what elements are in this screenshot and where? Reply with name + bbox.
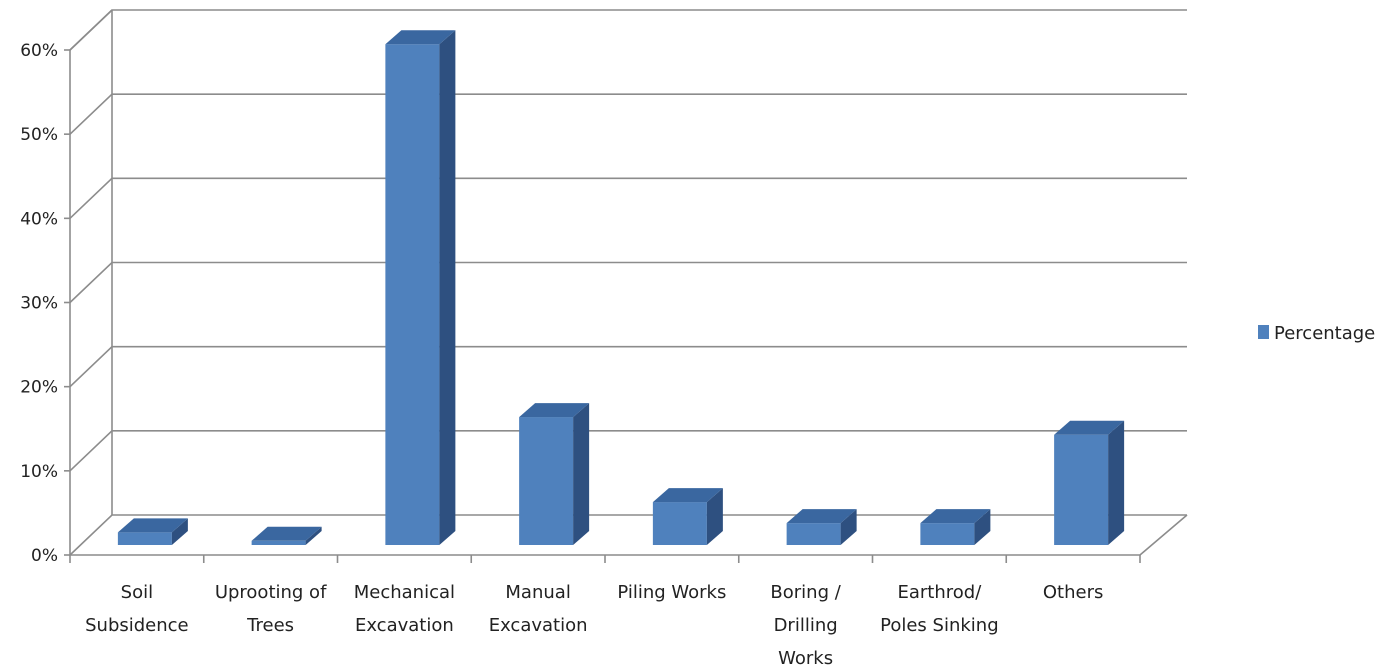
bar [519, 403, 590, 545]
bar-top [519, 403, 590, 418]
bar [117, 518, 188, 545]
floor-edge [70, 514, 1188, 556]
x-tick-label: Piling Works [617, 582, 726, 603]
bar-top [385, 30, 456, 45]
x-tick-label: Uprooting of Trees [215, 582, 327, 636]
legend: Percentage [1258, 323, 1375, 344]
x-tick-label: Soil Subsidence [85, 582, 189, 636]
gridline [69, 177, 1187, 219]
gridline [69, 514, 1187, 556]
gridline [69, 93, 1187, 135]
bar-top [117, 518, 188, 533]
bar-front [385, 44, 440, 545]
bar-top [652, 488, 723, 503]
bar-top [786, 509, 857, 524]
bar-front [117, 532, 172, 545]
bar-front [786, 523, 841, 545]
bar-front [920, 523, 975, 545]
bar-side [573, 403, 590, 545]
gridline [69, 9, 1187, 51]
bar [786, 509, 857, 545]
bar-side [840, 509, 857, 545]
bar-side [171, 518, 188, 545]
bar-front [1054, 434, 1109, 545]
gridline [69, 345, 1187, 388]
bars [117, 30, 1125, 546]
bar [251, 526, 322, 545]
bar [652, 488, 723, 545]
gridline [69, 261, 1187, 304]
bar-front [652, 502, 707, 545]
bar-top [920, 509, 991, 524]
gridline [69, 430, 1187, 472]
bar-side [305, 526, 322, 545]
chart-grid [69, 9, 1188, 556]
y-tick-label: 10% [20, 462, 58, 482]
top-edge [69, 9, 113, 51]
bar [920, 509, 991, 545]
legend-swatch [1258, 325, 1269, 339]
bar [385, 30, 456, 546]
y-axis: 0% 10% 20% 30% 40% 50% 60% [20, 41, 71, 566]
bar-front [519, 417, 574, 545]
y-tick-label: 20% [20, 378, 58, 398]
bar [1054, 420, 1125, 545]
bar-side [974, 509, 991, 545]
x-tick-label: Earthrod/Poles Sinking [880, 582, 999, 636]
bar-top [251, 526, 322, 541]
y-tick-label: 0% [31, 546, 58, 566]
bar-side [706, 488, 723, 545]
legend-label: Percentage [1274, 323, 1375, 344]
y-tick-label: 60% [20, 41, 58, 61]
bar-front [251, 540, 306, 545]
x-tick-label: Mechanical Excavation [354, 582, 455, 636]
x-tick-label: Others [1043, 582, 1104, 603]
bar-side [1108, 420, 1125, 545]
y-tick-label: 30% [20, 294, 58, 314]
x-axis: Soil Subsidence Uprooting of Trees Mechanica… [69, 555, 1141, 669]
x-tick-label: Manual Excavation [489, 582, 588, 636]
y-tick-label: 50% [20, 125, 58, 145]
bar-top [1054, 420, 1125, 435]
bar-side [439, 30, 456, 546]
y-tick-label: 40% [20, 209, 58, 229]
x-tick-label: Boring / Drilling Works [770, 582, 841, 669]
